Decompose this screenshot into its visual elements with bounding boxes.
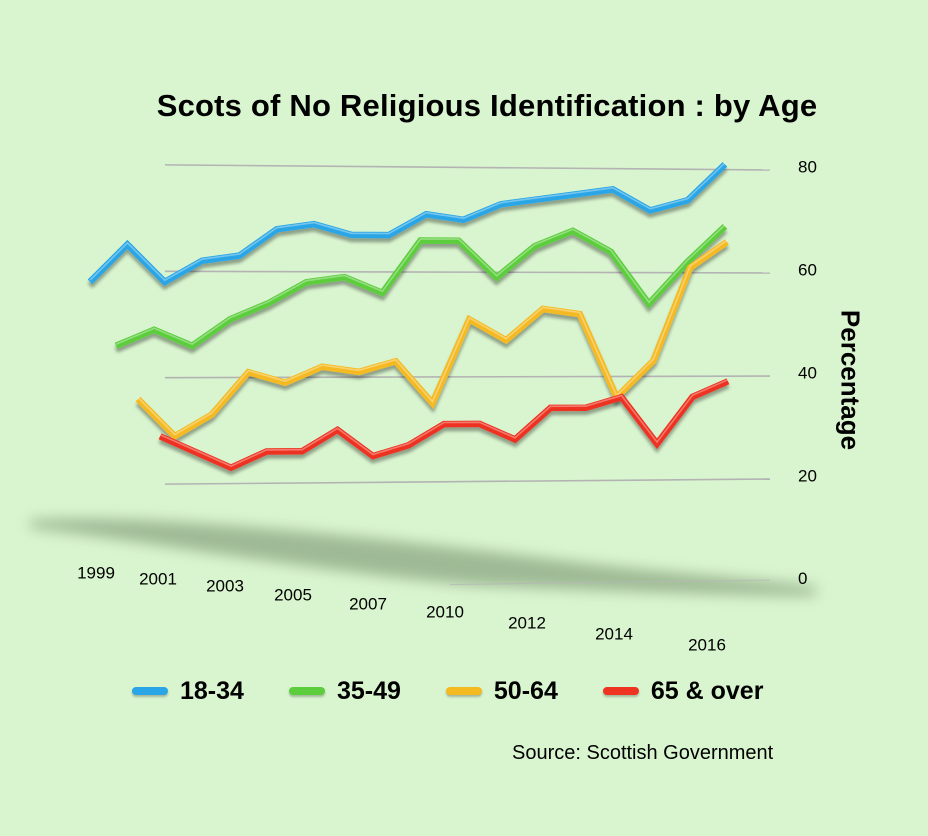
legend-item-18-34: 18-34 bbox=[132, 677, 244, 706]
x-tick-label: 2005 bbox=[274, 585, 312, 604]
y-tick-label: 20 bbox=[798, 466, 817, 485]
gridline-80 bbox=[164, 164, 771, 171]
legend-swatch bbox=[445, 687, 482, 695]
x-tick-label: 2016 bbox=[688, 635, 726, 654]
y-tick-label: 60 bbox=[798, 261, 817, 280]
series-highlight-50-64 bbox=[137, 239, 728, 436]
series-highlight-18-34 bbox=[89, 162, 726, 282]
legend-item-65-over: 65 & over bbox=[602, 676, 764, 706]
series-line-35-49 bbox=[114, 224, 728, 350]
series-35-49 bbox=[114, 224, 728, 350]
x-tick-label: 2001 bbox=[139, 569, 177, 588]
y-axis-label: Percentage bbox=[835, 309, 866, 451]
legend-label: 18-34 bbox=[180, 676, 244, 705]
legend-item-35-49: 35-49 bbox=[288, 676, 401, 706]
legend-swatch bbox=[602, 687, 639, 695]
legend: 18-34 35-49 50-64 65 & over bbox=[132, 676, 808, 706]
legend-label: 50-64 bbox=[493, 676, 558, 705]
legend-label: 35-49 bbox=[336, 676, 401, 705]
baseline-line bbox=[449, 579, 771, 586]
x-tick-label: 1999 bbox=[77, 563, 115, 582]
x-tick-label: 2010 bbox=[426, 602, 464, 621]
gridline-20 bbox=[164, 478, 771, 485]
x-tick-label: 2007 bbox=[349, 594, 387, 613]
chart-title: Scots of No Religious Identification : b… bbox=[156, 88, 818, 123]
x-tick-label: 2014 bbox=[595, 624, 633, 643]
series-18-34 bbox=[87, 162, 728, 286]
series-highlight-65-over bbox=[159, 378, 729, 467]
series-50-64 bbox=[135, 239, 729, 441]
series-highlight-35-49 bbox=[115, 224, 726, 346]
gridline-60 bbox=[164, 270, 771, 274]
series-65-over bbox=[158, 378, 730, 472]
series-line-18-34 bbox=[87, 162, 728, 286]
legend-swatch bbox=[132, 687, 168, 695]
legend-swatch bbox=[288, 687, 325, 695]
x-tick-label: 2012 bbox=[508, 613, 546, 632]
legend-label: 65 & over bbox=[650, 676, 764, 705]
legend-item-50-64: 50-64 bbox=[445, 676, 558, 706]
y-tick-label: 40 bbox=[798, 363, 817, 382]
y-tick-label: 80 bbox=[798, 158, 817, 177]
floor-shadow bbox=[30, 518, 820, 596]
y-tick-label: 0 bbox=[798, 569, 807, 588]
x-tick-label: 2003 bbox=[206, 576, 244, 595]
source-note: Source: Scottish Government bbox=[512, 742, 774, 764]
